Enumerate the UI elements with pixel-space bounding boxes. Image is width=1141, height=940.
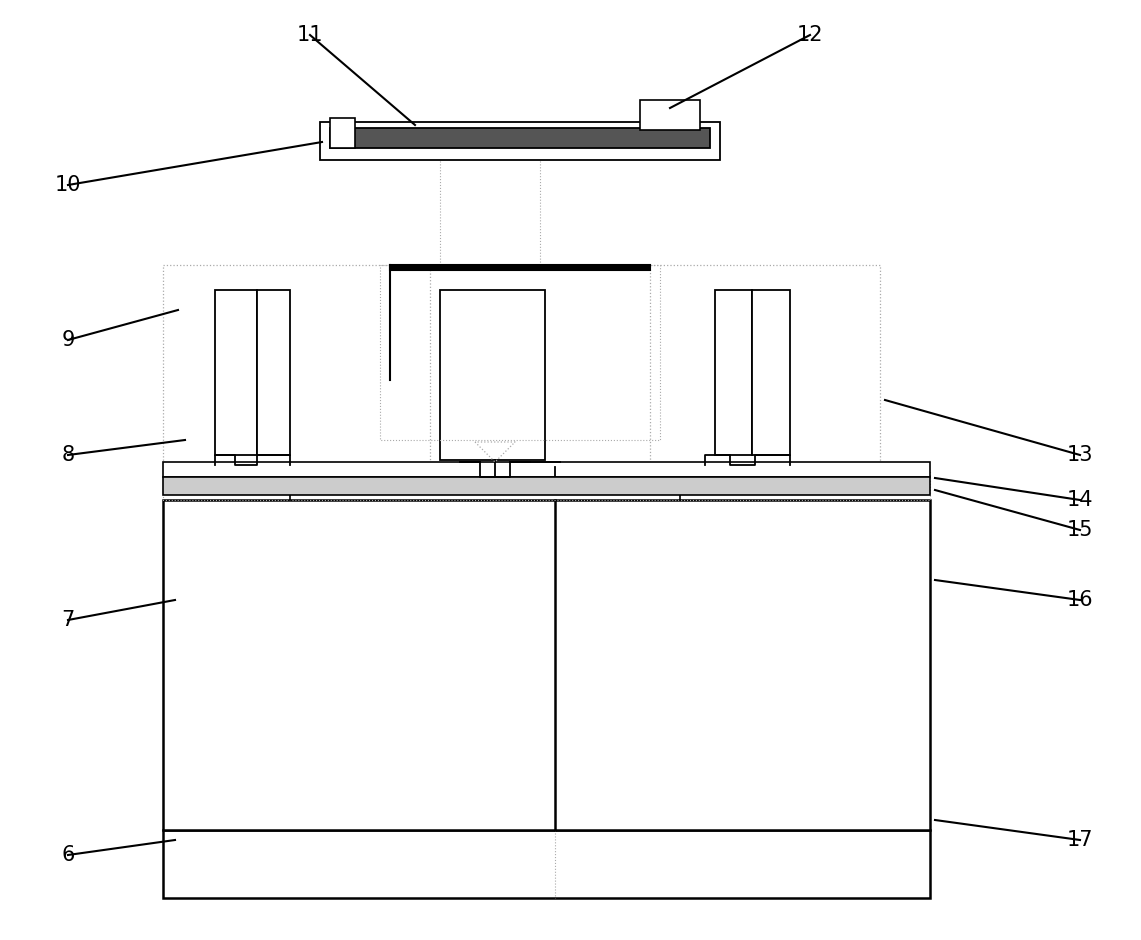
Bar: [163, 462, 930, 477]
Text: 11: 11: [297, 25, 323, 45]
Bar: [163, 830, 930, 898]
Text: 17: 17: [1067, 830, 1093, 850]
Text: 15: 15: [1067, 520, 1093, 540]
Text: 14: 14: [1067, 490, 1093, 510]
Text: 8: 8: [62, 445, 74, 465]
Bar: [390, 265, 650, 270]
Bar: [715, 290, 752, 455]
Bar: [330, 128, 710, 148]
Text: 6: 6: [62, 845, 74, 865]
Text: 10: 10: [55, 175, 81, 195]
Bar: [440, 290, 545, 460]
Bar: [257, 290, 290, 455]
Text: 9: 9: [62, 330, 74, 350]
Bar: [163, 265, 430, 465]
Bar: [330, 118, 355, 148]
Bar: [380, 265, 659, 440]
Text: 7: 7: [62, 610, 74, 630]
Bar: [319, 122, 720, 160]
Bar: [752, 290, 790, 455]
Bar: [650, 265, 880, 465]
Bar: [163, 500, 930, 830]
Bar: [163, 470, 930, 500]
Text: 16: 16: [1067, 590, 1093, 610]
Bar: [163, 477, 930, 495]
Bar: [640, 100, 699, 130]
Text: 12: 12: [796, 25, 824, 45]
Bar: [215, 290, 257, 455]
Text: 13: 13: [1067, 445, 1093, 465]
